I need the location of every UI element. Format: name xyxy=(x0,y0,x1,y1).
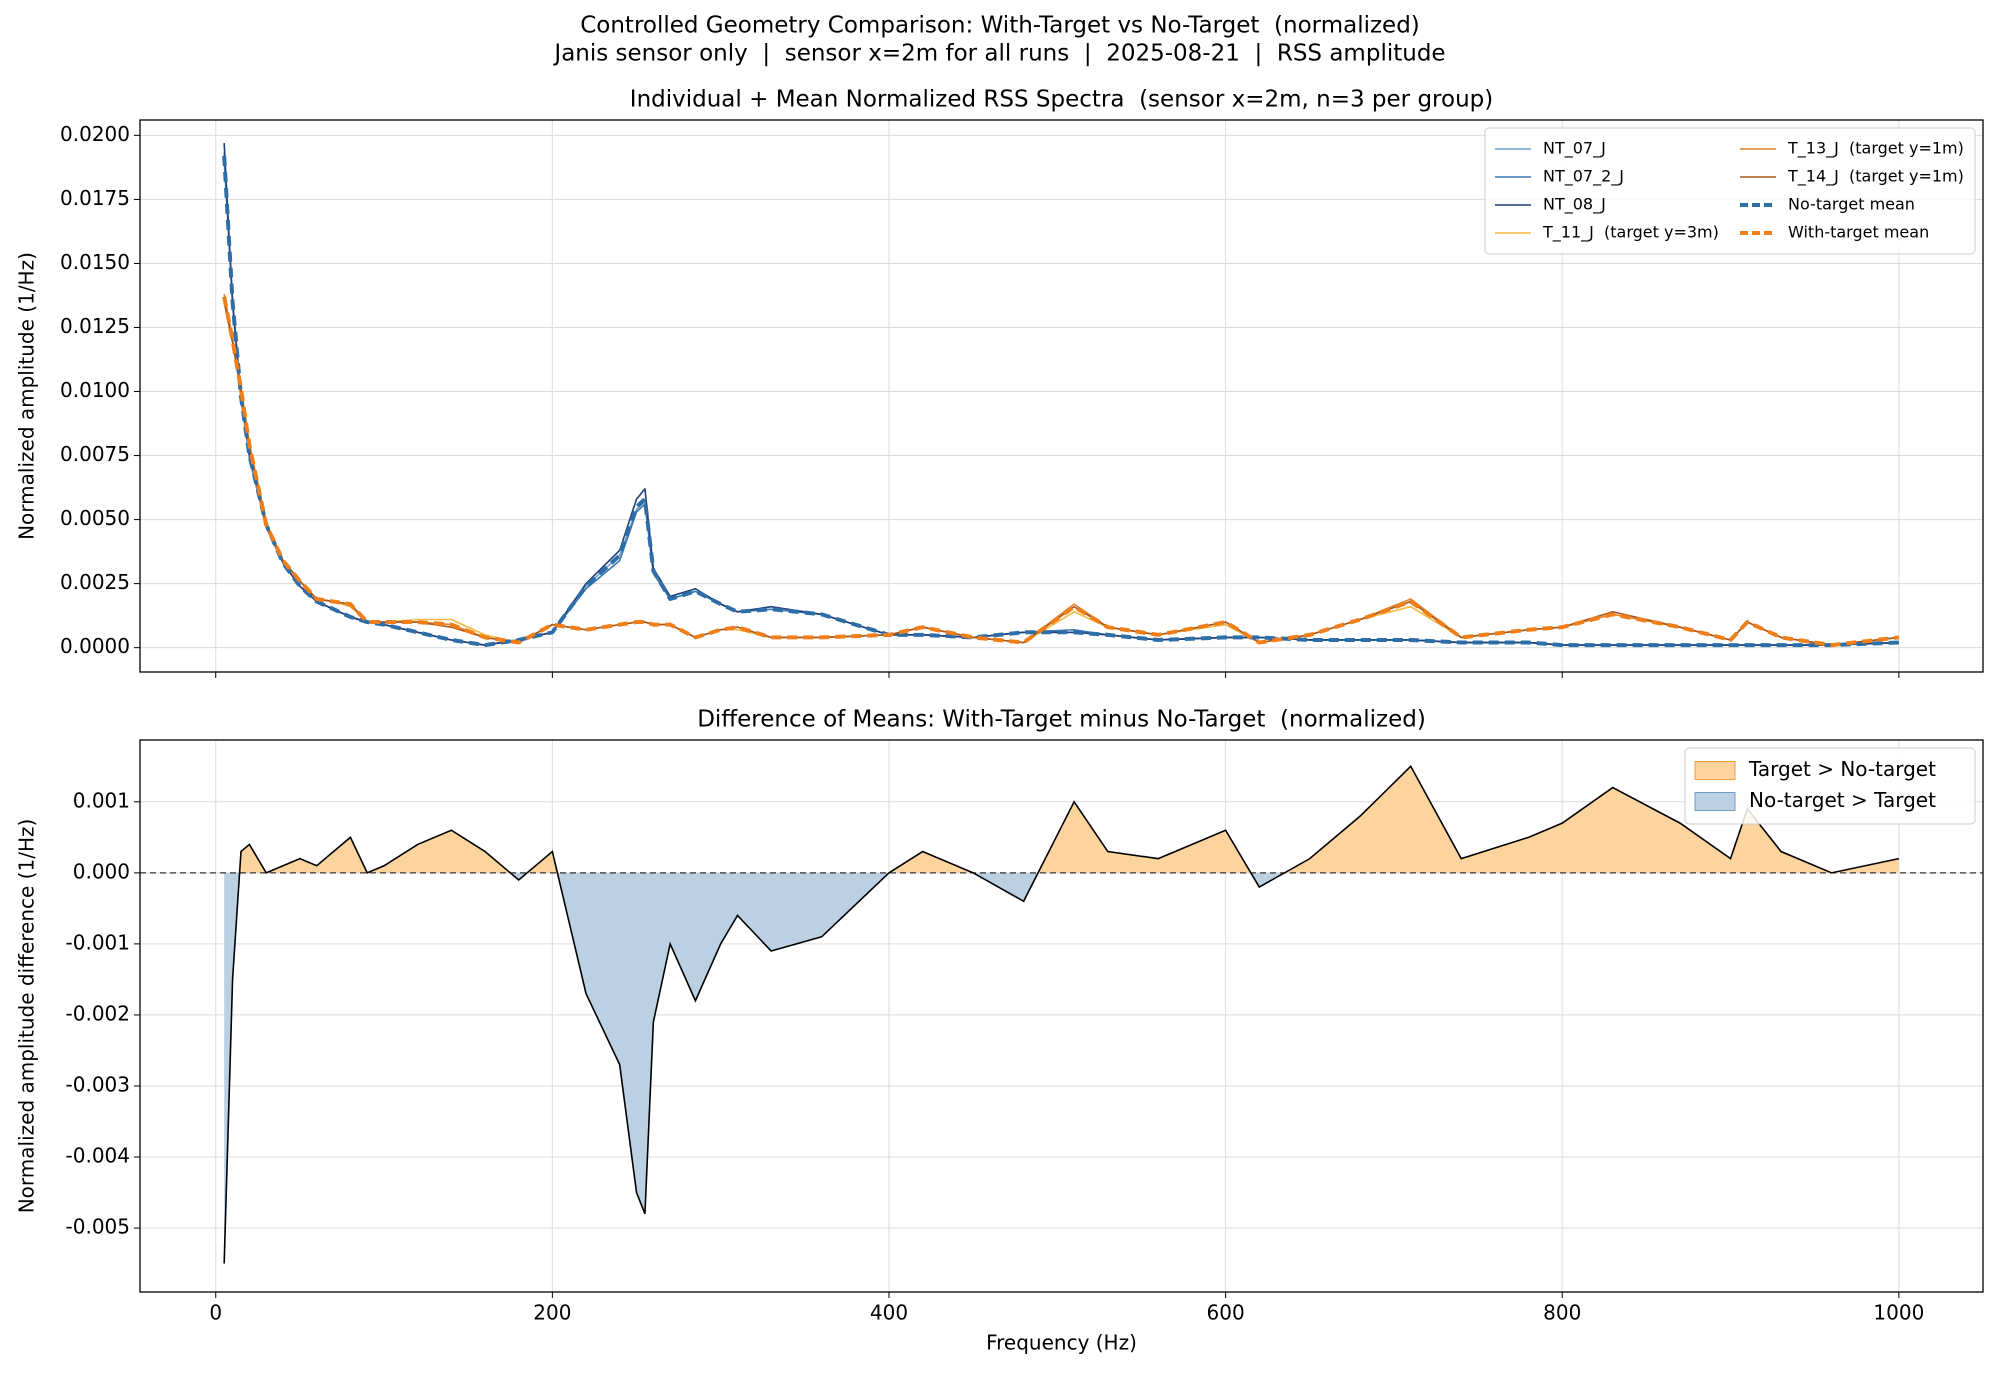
area-fill xyxy=(224,766,1899,873)
legend-label: Target > No-target xyxy=(1748,757,1936,781)
legend-box xyxy=(1684,747,1976,825)
y-tick-label: 0.0175 xyxy=(60,186,130,210)
legend-label: NT_08_J xyxy=(1543,195,1606,215)
legend-label: No-target > Target xyxy=(1749,788,1936,812)
y-tick-label: 0.0000 xyxy=(60,634,130,658)
x-tick-label: 1000 xyxy=(1873,1301,1924,1325)
y-axis-label: Normalized amplitude (1/Hz) xyxy=(15,252,39,540)
y-tick-label: -0.002 xyxy=(66,1001,130,1025)
y-tick-label: 0.0200 xyxy=(60,122,130,146)
y-tick-label: 0.0125 xyxy=(60,314,130,338)
y-tick-label: 0.0025 xyxy=(60,570,130,594)
y-tick-label: 0.000 xyxy=(73,859,130,883)
series-line xyxy=(222,155,1899,648)
y-tick-label: 0.0050 xyxy=(60,506,130,530)
legend-label: No-target mean xyxy=(1788,195,1915,214)
legend-box xyxy=(1484,127,1976,255)
chart-title: Difference of Means: With-Target minus N… xyxy=(697,707,1426,733)
legend-label: T_14_J (target y=1m) xyxy=(1787,167,1964,187)
figure-title: Controlled Geometry Comparison: With-Tar… xyxy=(580,13,1420,39)
x-tick-label: 400 xyxy=(870,1301,908,1325)
legend-label: T_11_J (target y=3m) xyxy=(1542,223,1719,243)
axes-frame xyxy=(139,119,1984,673)
y-axis-label: Normalized amplitude difference (1/Hz) xyxy=(15,819,39,1214)
plot-area xyxy=(222,143,1900,648)
chart: 0.0000 0.0025 0.0050 0.0075 0.0100 0.0125 0.01… xyxy=(15,87,1984,678)
legend-swatch xyxy=(1694,761,1736,780)
x-axis-label: Frequency (Hz) xyxy=(986,1331,1137,1355)
legend-label: NT_07_J xyxy=(1543,139,1606,159)
x-tick-label: 200 xyxy=(533,1301,571,1325)
legend-label: NT_07_2_J xyxy=(1543,167,1624,187)
y-tick-label: 0.0100 xyxy=(60,378,130,402)
difference-line xyxy=(223,764,1900,1264)
y-tick-label: -0.004 xyxy=(66,1144,130,1168)
chart: 0 200 400 600 800 1000 -0.005 -0.004 -0.003 -0.00… xyxy=(15,707,1984,1355)
y-tick-label: -0.003 xyxy=(66,1072,130,1096)
axes-frame xyxy=(139,739,1984,1293)
y-tick-label: -0.001 xyxy=(66,930,130,954)
legend-label: With-target mean xyxy=(1788,223,1929,242)
chart-title: Individual + Mean Normalized RSS Spectra… xyxy=(630,87,1493,113)
legend-label: T_13_J (target y=1m) xyxy=(1787,139,1964,159)
x-tick-label: 0 xyxy=(209,1301,222,1325)
figure-subtitle: Janis sensor only | sensor x=2m for all … xyxy=(552,41,1445,67)
x-tick-label: 800 xyxy=(1543,1301,1581,1325)
y-tick-label: -0.005 xyxy=(66,1215,130,1239)
x-tick-label: 600 xyxy=(1207,1301,1245,1325)
area-fill xyxy=(224,872,1832,1264)
legend-swatch xyxy=(1694,792,1736,811)
y-tick-label: 0.001 xyxy=(73,788,130,812)
y-tick-label: 0.0150 xyxy=(60,250,130,274)
y-tick-label: 0.0075 xyxy=(60,442,130,466)
plot-area xyxy=(140,764,1983,1264)
series-line xyxy=(222,296,1900,648)
